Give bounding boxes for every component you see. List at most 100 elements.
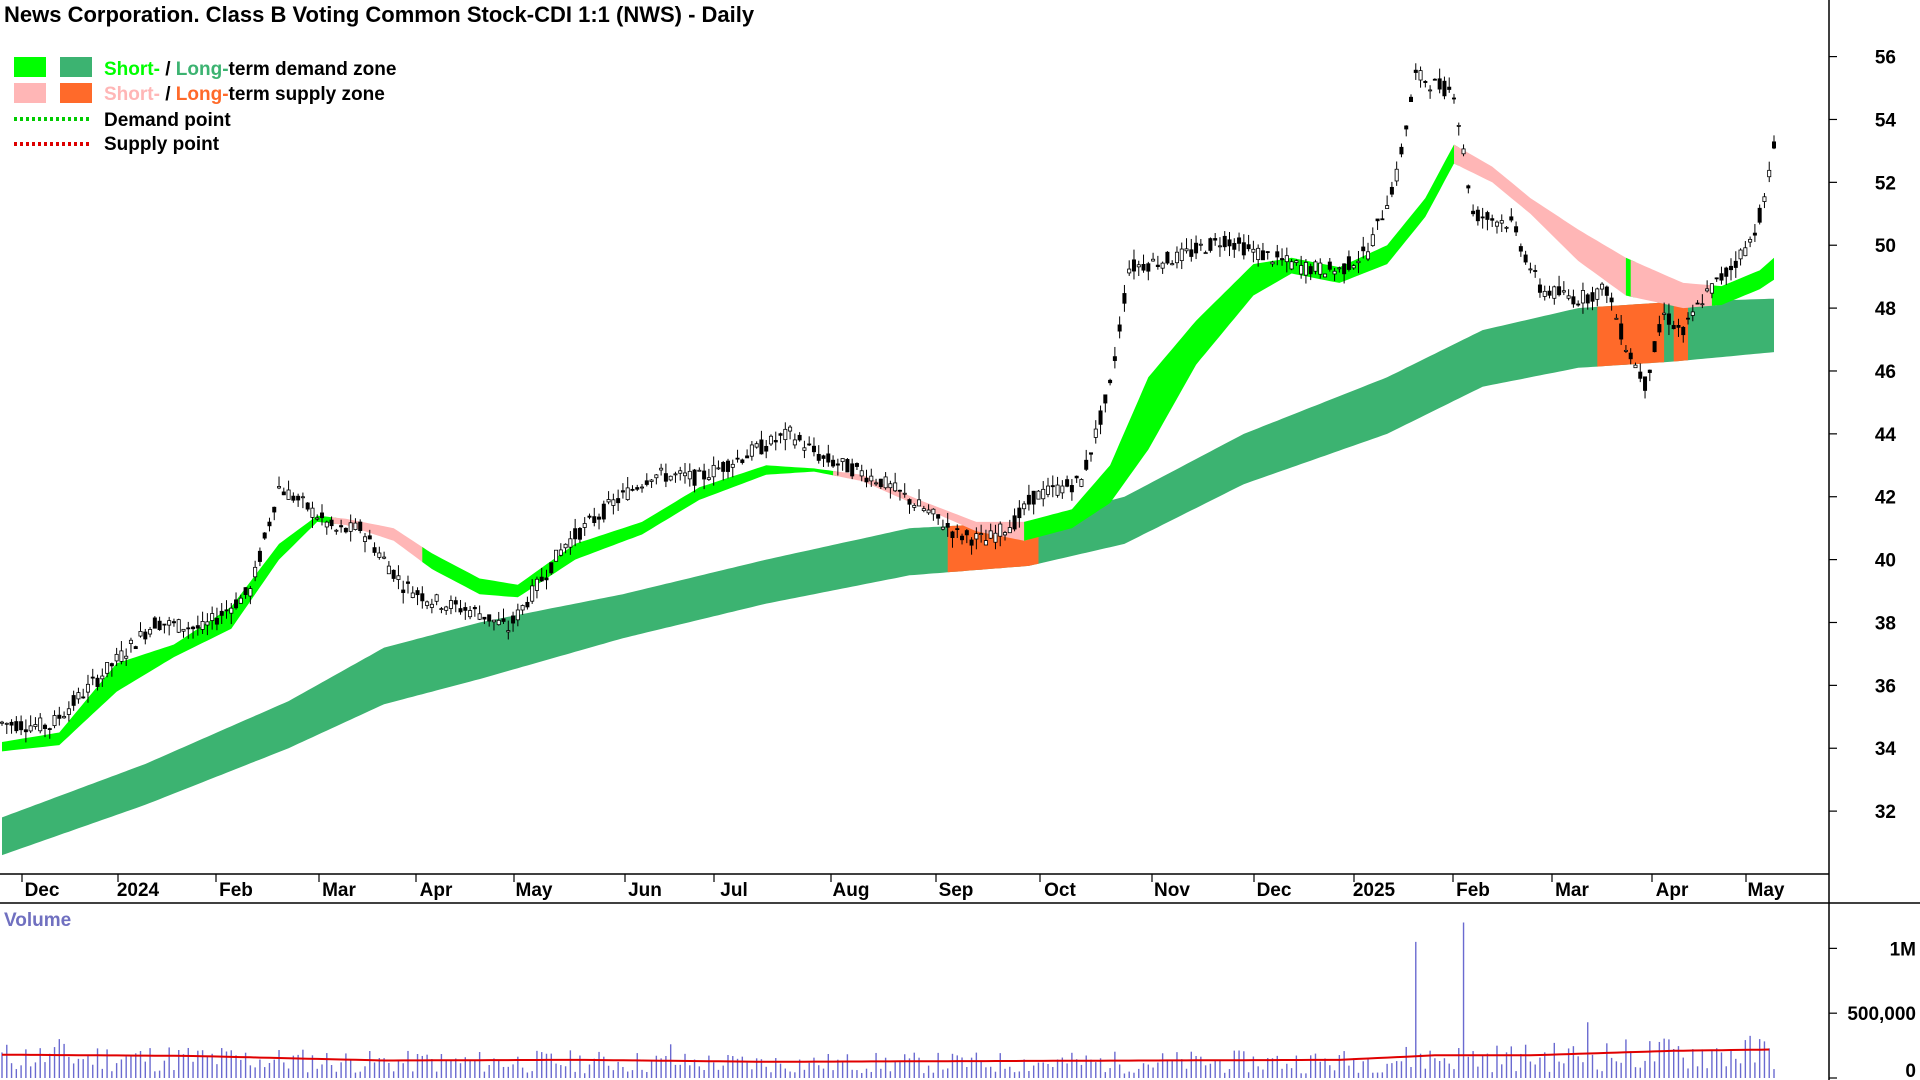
- candle-body: [272, 506, 277, 513]
- candle-body: [224, 609, 229, 612]
- candle-body: [826, 453, 831, 463]
- candle-body: [1552, 286, 1557, 299]
- candle-body: [343, 527, 348, 533]
- candle-body: [1003, 532, 1008, 536]
- candle-body: [1222, 235, 1227, 248]
- candle-body: [969, 539, 974, 546]
- candle-body: [1686, 317, 1691, 320]
- volume-label: Volume: [4, 910, 71, 931]
- candle-body: [491, 619, 496, 623]
- candle-body: [1079, 479, 1084, 487]
- candle-body: [926, 509, 931, 514]
- candle-body: [778, 433, 783, 436]
- x-tick-label: Dec: [25, 880, 60, 901]
- candle-body: [1738, 249, 1743, 260]
- candle-body: [640, 486, 645, 489]
- candle-body: [897, 489, 902, 492]
- candle-body: [23, 729, 28, 733]
- candle-body: [1767, 169, 1772, 178]
- candle-body: [964, 530, 969, 536]
- candle-body: [181, 628, 186, 632]
- candle-body: [1246, 244, 1251, 250]
- candle-body: [324, 521, 329, 528]
- candle-body: [1490, 218, 1495, 221]
- volume-panel: [1, 922, 1775, 1078]
- candle-body: [1380, 218, 1385, 221]
- candle-body: [1170, 263, 1175, 266]
- candle-body: [597, 516, 602, 520]
- candle-body: [1088, 452, 1093, 455]
- candle-body: [511, 615, 516, 624]
- candle-body: [974, 533, 979, 540]
- candle-body: [558, 549, 563, 556]
- candle-body: [1284, 255, 1289, 263]
- candle-body: [912, 504, 917, 508]
- volume-tick-label: 500,000: [1847, 1004, 1916, 1025]
- candle-body: [802, 447, 807, 451]
- candle-body: [334, 529, 339, 532]
- candle-body: [788, 426, 793, 432]
- candle-body: [1036, 490, 1041, 500]
- candle-body: [1165, 251, 1170, 264]
- candle-body: [835, 463, 840, 466]
- candle-body: [960, 535, 965, 541]
- x-tick-label: Jun: [628, 880, 662, 901]
- candle-body: [1375, 218, 1380, 222]
- candle-body: [1394, 168, 1399, 182]
- y-tick-label: 54: [1875, 110, 1897, 131]
- x-tick-label: Mar: [322, 880, 356, 901]
- candle-body: [1432, 78, 1437, 81]
- candle-body: [1151, 258, 1156, 262]
- candle-body: [730, 463, 735, 468]
- candle-body: [85, 683, 90, 693]
- candle-body: [1657, 324, 1662, 333]
- x-tick-label: Nov: [1154, 880, 1190, 901]
- volume-ticks: 1M 500,000 0: [1829, 939, 1916, 1080]
- candle-body: [148, 629, 153, 635]
- candle-body: [310, 507, 315, 518]
- candle-body: [81, 696, 86, 699]
- candle-body: [291, 495, 296, 501]
- candle-body: [234, 599, 239, 609]
- legend-demand-short: Short-: [104, 59, 160, 80]
- candle-body: [1652, 341, 1657, 353]
- x-tick-label: May: [1748, 880, 1785, 901]
- candle-body: [1475, 209, 1480, 222]
- candle-body: [219, 610, 224, 616]
- candle-body: [296, 495, 301, 501]
- legend-demand-point: Demand point: [104, 110, 231, 131]
- candle-body: [1294, 260, 1299, 263]
- candle-body: [659, 467, 664, 471]
- candle-body: [1561, 290, 1566, 293]
- legend-demand-zone: Short- / Long-term demand zone: [104, 59, 396, 80]
- candle-body: [1385, 205, 1390, 209]
- y-tick-label: 42: [1875, 488, 1896, 509]
- candle-body: [821, 455, 826, 459]
- candle-body: [167, 620, 172, 626]
- candle-body: [668, 475, 673, 481]
- candle-body: [1442, 80, 1447, 97]
- candle-body: [300, 496, 305, 499]
- candle-body: [1203, 252, 1208, 255]
- candle-body: [477, 613, 482, 620]
- candle-body: [1461, 148, 1466, 155]
- candle-body: [162, 623, 167, 626]
- candle-body: [797, 434, 802, 441]
- candle-body: [1189, 249, 1194, 257]
- y-tick-label: 50: [1875, 236, 1896, 257]
- candle-body: [257, 550, 262, 562]
- candle-body: [1614, 317, 1619, 320]
- candle-body: [372, 547, 377, 553]
- candle-body: [1719, 273, 1724, 281]
- volume-bars: [1, 922, 1775, 1078]
- candle-body: [616, 498, 621, 504]
- candle-body: [33, 724, 38, 727]
- candle-body: [1227, 239, 1232, 247]
- candle-body: [1303, 262, 1308, 276]
- candle-body: [840, 458, 845, 463]
- y-tick-label: 44: [1875, 425, 1897, 446]
- candle-body: [1772, 141, 1777, 149]
- candle-body: [1748, 238, 1753, 243]
- candle-body: [1055, 484, 1060, 496]
